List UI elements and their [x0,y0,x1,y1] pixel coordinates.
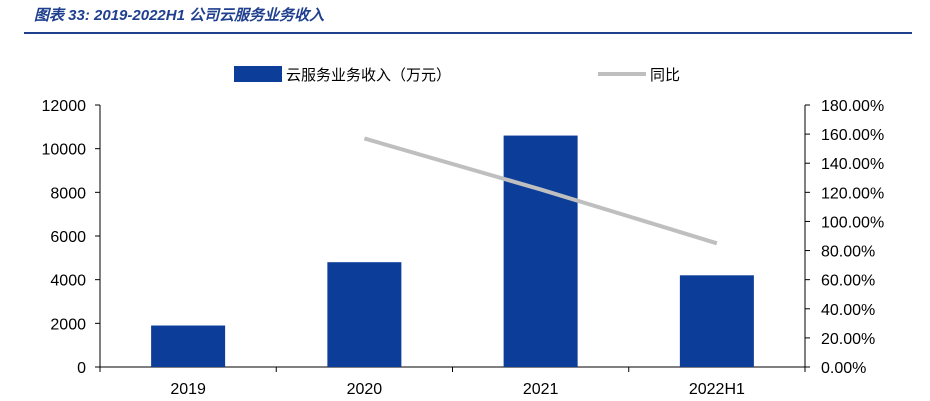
x-category-label: 2022H1 [689,381,745,398]
right-tick-label: 80.00% [821,244,875,261]
right-tick-label: 20.00% [821,331,875,348]
right-tick-label: 40.00% [821,302,875,319]
revenue-bar [327,262,402,367]
chart-caption: 图表 33: 2019-2022H1 公司云服务业务收入 [34,7,325,24]
left-tick-label: 10000 [42,142,87,159]
right-tick-label: 180.00% [821,98,884,115]
left-tick-label: 0 [77,360,86,377]
right-tick-label: 0.00% [821,360,866,377]
caption-divider [24,32,912,34]
x-category-label: 2020 [347,381,383,398]
left-tick-label: 12000 [42,98,87,115]
revenue-bar [679,275,754,367]
right-tick-label: 60.00% [821,273,875,290]
revenue-bar [503,135,578,367]
right-tick-label: 140.00% [821,156,884,173]
x-category-label: 2021 [523,381,559,398]
right-tick-label: 160.00% [821,127,884,144]
x-category-label: 2019 [170,381,206,398]
right-tick-label: 100.00% [821,214,884,231]
legend-revenue-swatch [234,66,282,82]
right-tick-label: 120.00% [821,185,884,202]
legend-revenue-label: 云服务业务收入（万元） [286,66,451,84]
left-tick-label: 2000 [50,316,86,333]
left-tick-label: 4000 [50,273,86,290]
revenue-bar [151,325,226,367]
legend-yoy-label: 同比 [650,66,680,84]
left-tick-label: 6000 [50,229,86,246]
left-tick-label: 8000 [50,185,86,202]
